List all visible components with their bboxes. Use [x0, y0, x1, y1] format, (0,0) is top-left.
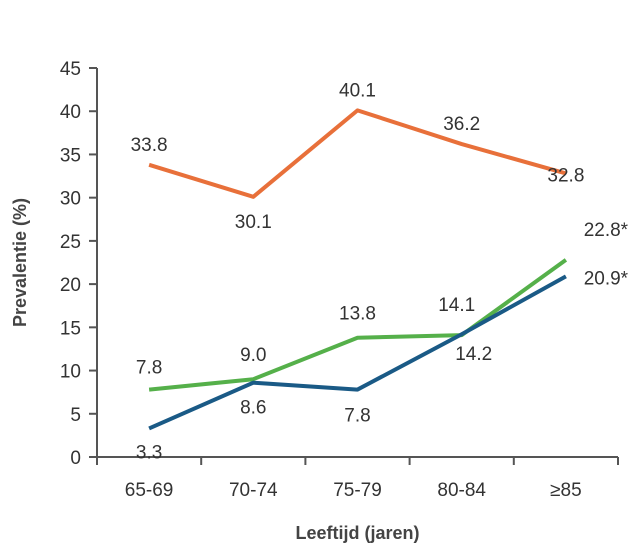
data-labels: 33.8 30.1 40.1 36.2 32.8 7.8 9.0 13.8 14.1 22.8* 3…: [131, 80, 629, 463]
x-tick-label: 75-79: [333, 480, 382, 501]
data-label: 14.1: [438, 295, 475, 316]
y-tick-label: 30: [60, 189, 81, 210]
data-label: 32.8: [547, 165, 584, 186]
x-tick-label: 80-84: [437, 480, 486, 501]
axes: 0 5 10 15 20 25 30 35 40 45 65-69 70-74 75-79 80-84 ≥8…: [60, 59, 619, 501]
y-axis-title: Prevalentie (%): [10, 198, 30, 327]
data-label: 14.2: [455, 344, 492, 365]
data-label: 40.1: [339, 80, 376, 101]
y-tick-label: 45: [60, 59, 81, 80]
y-tick-label: 5: [70, 405, 81, 426]
data-label: 13.8: [339, 304, 376, 325]
y-tick-label: 10: [60, 362, 81, 383]
y-tick-label: 15: [60, 318, 81, 339]
series-line-2: [148, 258, 568, 392]
y-tick-label: 20: [60, 275, 81, 296]
data-label: 33.8: [131, 135, 168, 156]
y-tick-label: 0: [70, 448, 81, 469]
y-tick-label: 35: [60, 145, 81, 166]
data-label: 9.0: [240, 345, 266, 366]
series-line-3: [148, 274, 567, 431]
x-tick-label: 70-74: [229, 480, 278, 501]
data-label: 3.3: [136, 442, 162, 463]
data-label: 7.8: [136, 358, 162, 379]
y-tick-label: 25: [60, 232, 81, 253]
data-label: 30.1: [235, 212, 272, 233]
x-tick-label: ≥85: [550, 480, 582, 501]
series-line-1: [148, 108, 567, 199]
data-label: 20.9*: [584, 268, 629, 289]
data-label: 7.8: [344, 406, 370, 427]
y-tick-label: 40: [60, 102, 81, 123]
series-lines: [148, 108, 568, 431]
data-label: 8.6: [240, 398, 266, 419]
x-tick-label: 65-69: [125, 480, 174, 501]
data-label: 36.2: [443, 114, 480, 135]
data-label: 22.8*: [584, 220, 629, 241]
x-axis-title: Leeftijd (jaren): [295, 523, 419, 543]
